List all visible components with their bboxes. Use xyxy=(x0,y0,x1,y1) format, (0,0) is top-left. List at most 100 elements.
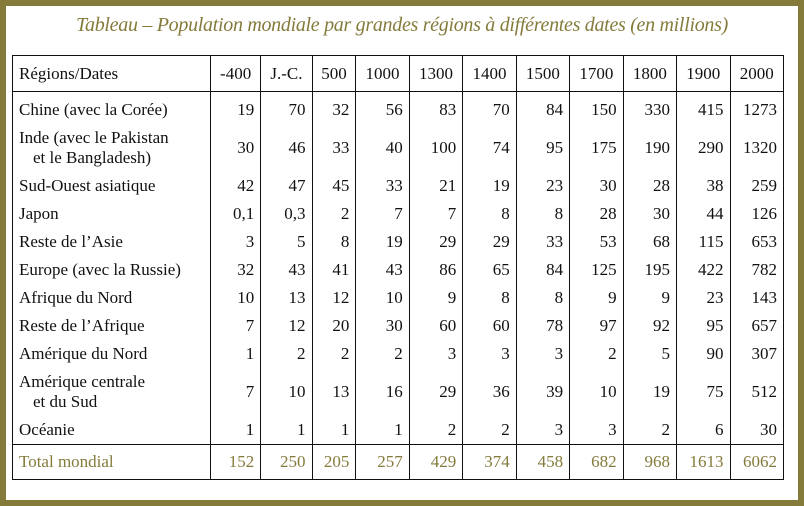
value-cell: 3 xyxy=(515,340,570,368)
region-cell: Reste de l’Asie xyxy=(12,228,211,256)
total-value: 968 xyxy=(622,444,677,480)
value-cell: 307 xyxy=(729,340,784,368)
value-cell: 30 xyxy=(355,312,410,340)
table-row: Océanie 1 1 1 1 2 2 3 3 2 6 30 xyxy=(12,416,784,445)
value-cell: 5 xyxy=(260,228,313,256)
value-cell: 23 xyxy=(515,172,570,200)
value-cell: 2 xyxy=(355,340,410,368)
value-cell: 13 xyxy=(260,284,313,312)
table-title: Tableau – Population mondiale par grande… xyxy=(76,14,728,36)
value-cell: 0,3 xyxy=(260,200,313,228)
header-date: 1800 xyxy=(622,55,677,92)
value-cell: 68 xyxy=(622,228,677,256)
value-cell: 657 xyxy=(729,312,784,340)
value-cell: 195 xyxy=(622,256,677,284)
total-value: 458 xyxy=(515,444,570,480)
table-row: Sud-Ouest asiatique 42 47 45 33 21 19 23 30 28 38 2… xyxy=(12,172,784,200)
value-cell: 259 xyxy=(729,172,784,200)
value-cell: 84 xyxy=(515,91,570,124)
value-cell: 415 xyxy=(676,91,730,124)
value-cell: 1320 xyxy=(729,124,784,172)
value-cell: 33 xyxy=(515,228,570,256)
value-cell: 1 xyxy=(209,340,261,368)
region-label: Japon xyxy=(19,204,59,223)
value-cell: 29 xyxy=(408,228,463,256)
value-cell: 10 xyxy=(209,284,261,312)
value-cell: 1 xyxy=(209,416,261,445)
header-date: 1000 xyxy=(355,55,410,92)
value-cell: 44 xyxy=(676,200,730,228)
value-cell: 30 xyxy=(209,124,261,172)
value-cell: 95 xyxy=(676,312,730,340)
value-cell: 12 xyxy=(260,312,313,340)
value-cell: 7 xyxy=(209,368,261,416)
value-cell: 3 xyxy=(569,416,624,445)
value-cell: 8 xyxy=(462,200,517,228)
value-cell: 422 xyxy=(676,256,730,284)
value-cell: 33 xyxy=(355,172,410,200)
total-row: Total mondial 152 250 205 257 429 374 458 682 968… xyxy=(12,444,784,480)
value-cell: 143 xyxy=(729,284,784,312)
total-value: 257 xyxy=(355,444,410,480)
value-cell: 190 xyxy=(622,124,677,172)
value-cell: 33 xyxy=(311,124,356,172)
value-cell: 29 xyxy=(408,368,463,416)
value-cell: 39 xyxy=(515,368,570,416)
region-cell: Amérique centrale et du Sud xyxy=(12,368,211,416)
value-cell: 32 xyxy=(209,256,261,284)
value-cell: 1 xyxy=(311,416,356,445)
value-cell: 2 xyxy=(260,340,313,368)
value-cell: 43 xyxy=(355,256,410,284)
total-value: 205 xyxy=(311,444,356,480)
region-label: Inde (avec le Pakistan xyxy=(19,128,169,147)
value-cell: 78 xyxy=(515,312,570,340)
table-row: Inde (avec le Pakistan et le Bangladesh) 3… xyxy=(12,124,784,172)
table-row: Reste de l’Afrique 7 12 20 30 60 60 78 97 92 95 657 xyxy=(12,312,784,340)
value-cell: 7 xyxy=(408,200,463,228)
value-cell: 60 xyxy=(462,312,517,340)
total-value: 682 xyxy=(569,444,624,480)
value-cell: 3 xyxy=(408,340,463,368)
value-cell: 36 xyxy=(462,368,517,416)
table-row: Europe (avec la Russie) 32 43 41 43 86 65 84 125… xyxy=(12,256,784,284)
value-cell: 74 xyxy=(462,124,517,172)
region-label: et le Bangladesh) xyxy=(33,148,152,167)
value-cell: 10 xyxy=(355,284,410,312)
region-cell: Europe (avec la Russie) xyxy=(12,256,211,284)
value-cell: 512 xyxy=(729,368,784,416)
value-cell: 3 xyxy=(515,416,570,445)
value-cell: 0,1 xyxy=(209,200,261,228)
value-cell: 42 xyxy=(209,172,261,200)
value-cell: 65 xyxy=(462,256,517,284)
value-cell: 38 xyxy=(676,172,730,200)
region-cell: Amérique du Nord xyxy=(12,340,211,368)
value-cell: 19 xyxy=(209,91,261,124)
region-cell: Chine (avec la Corée) xyxy=(12,91,211,124)
value-cell: 40 xyxy=(355,124,410,172)
value-cell: 30 xyxy=(569,172,624,200)
region-label: Chine (avec la Corée) xyxy=(19,100,168,119)
value-cell: 2 xyxy=(462,416,517,445)
total-value: 429 xyxy=(408,444,463,480)
value-cell: 8 xyxy=(515,284,570,312)
header-date: 500 xyxy=(311,55,356,92)
value-cell: 100 xyxy=(408,124,463,172)
value-cell: 21 xyxy=(408,172,463,200)
value-cell: 19 xyxy=(355,228,410,256)
value-cell: 1273 xyxy=(729,91,784,124)
value-cell: 32 xyxy=(311,91,356,124)
total-value: 6062 xyxy=(729,444,784,480)
region-label: Amérique centrale xyxy=(19,372,146,391)
region-cell: Reste de l’Afrique xyxy=(12,312,211,340)
value-cell: 43 xyxy=(260,256,313,284)
value-cell: 60 xyxy=(408,312,463,340)
value-cell: 1 xyxy=(260,416,313,445)
value-cell: 16 xyxy=(355,368,410,416)
value-cell: 19 xyxy=(622,368,677,416)
table-row: Amérique centrale et du Sud 7 10 13 16 29 36 39 1… xyxy=(12,368,784,416)
value-cell: 330 xyxy=(622,91,677,124)
value-cell: 8 xyxy=(311,228,356,256)
region-cell: Sud-Ouest asiatique xyxy=(12,172,211,200)
value-cell: 8 xyxy=(515,200,570,228)
